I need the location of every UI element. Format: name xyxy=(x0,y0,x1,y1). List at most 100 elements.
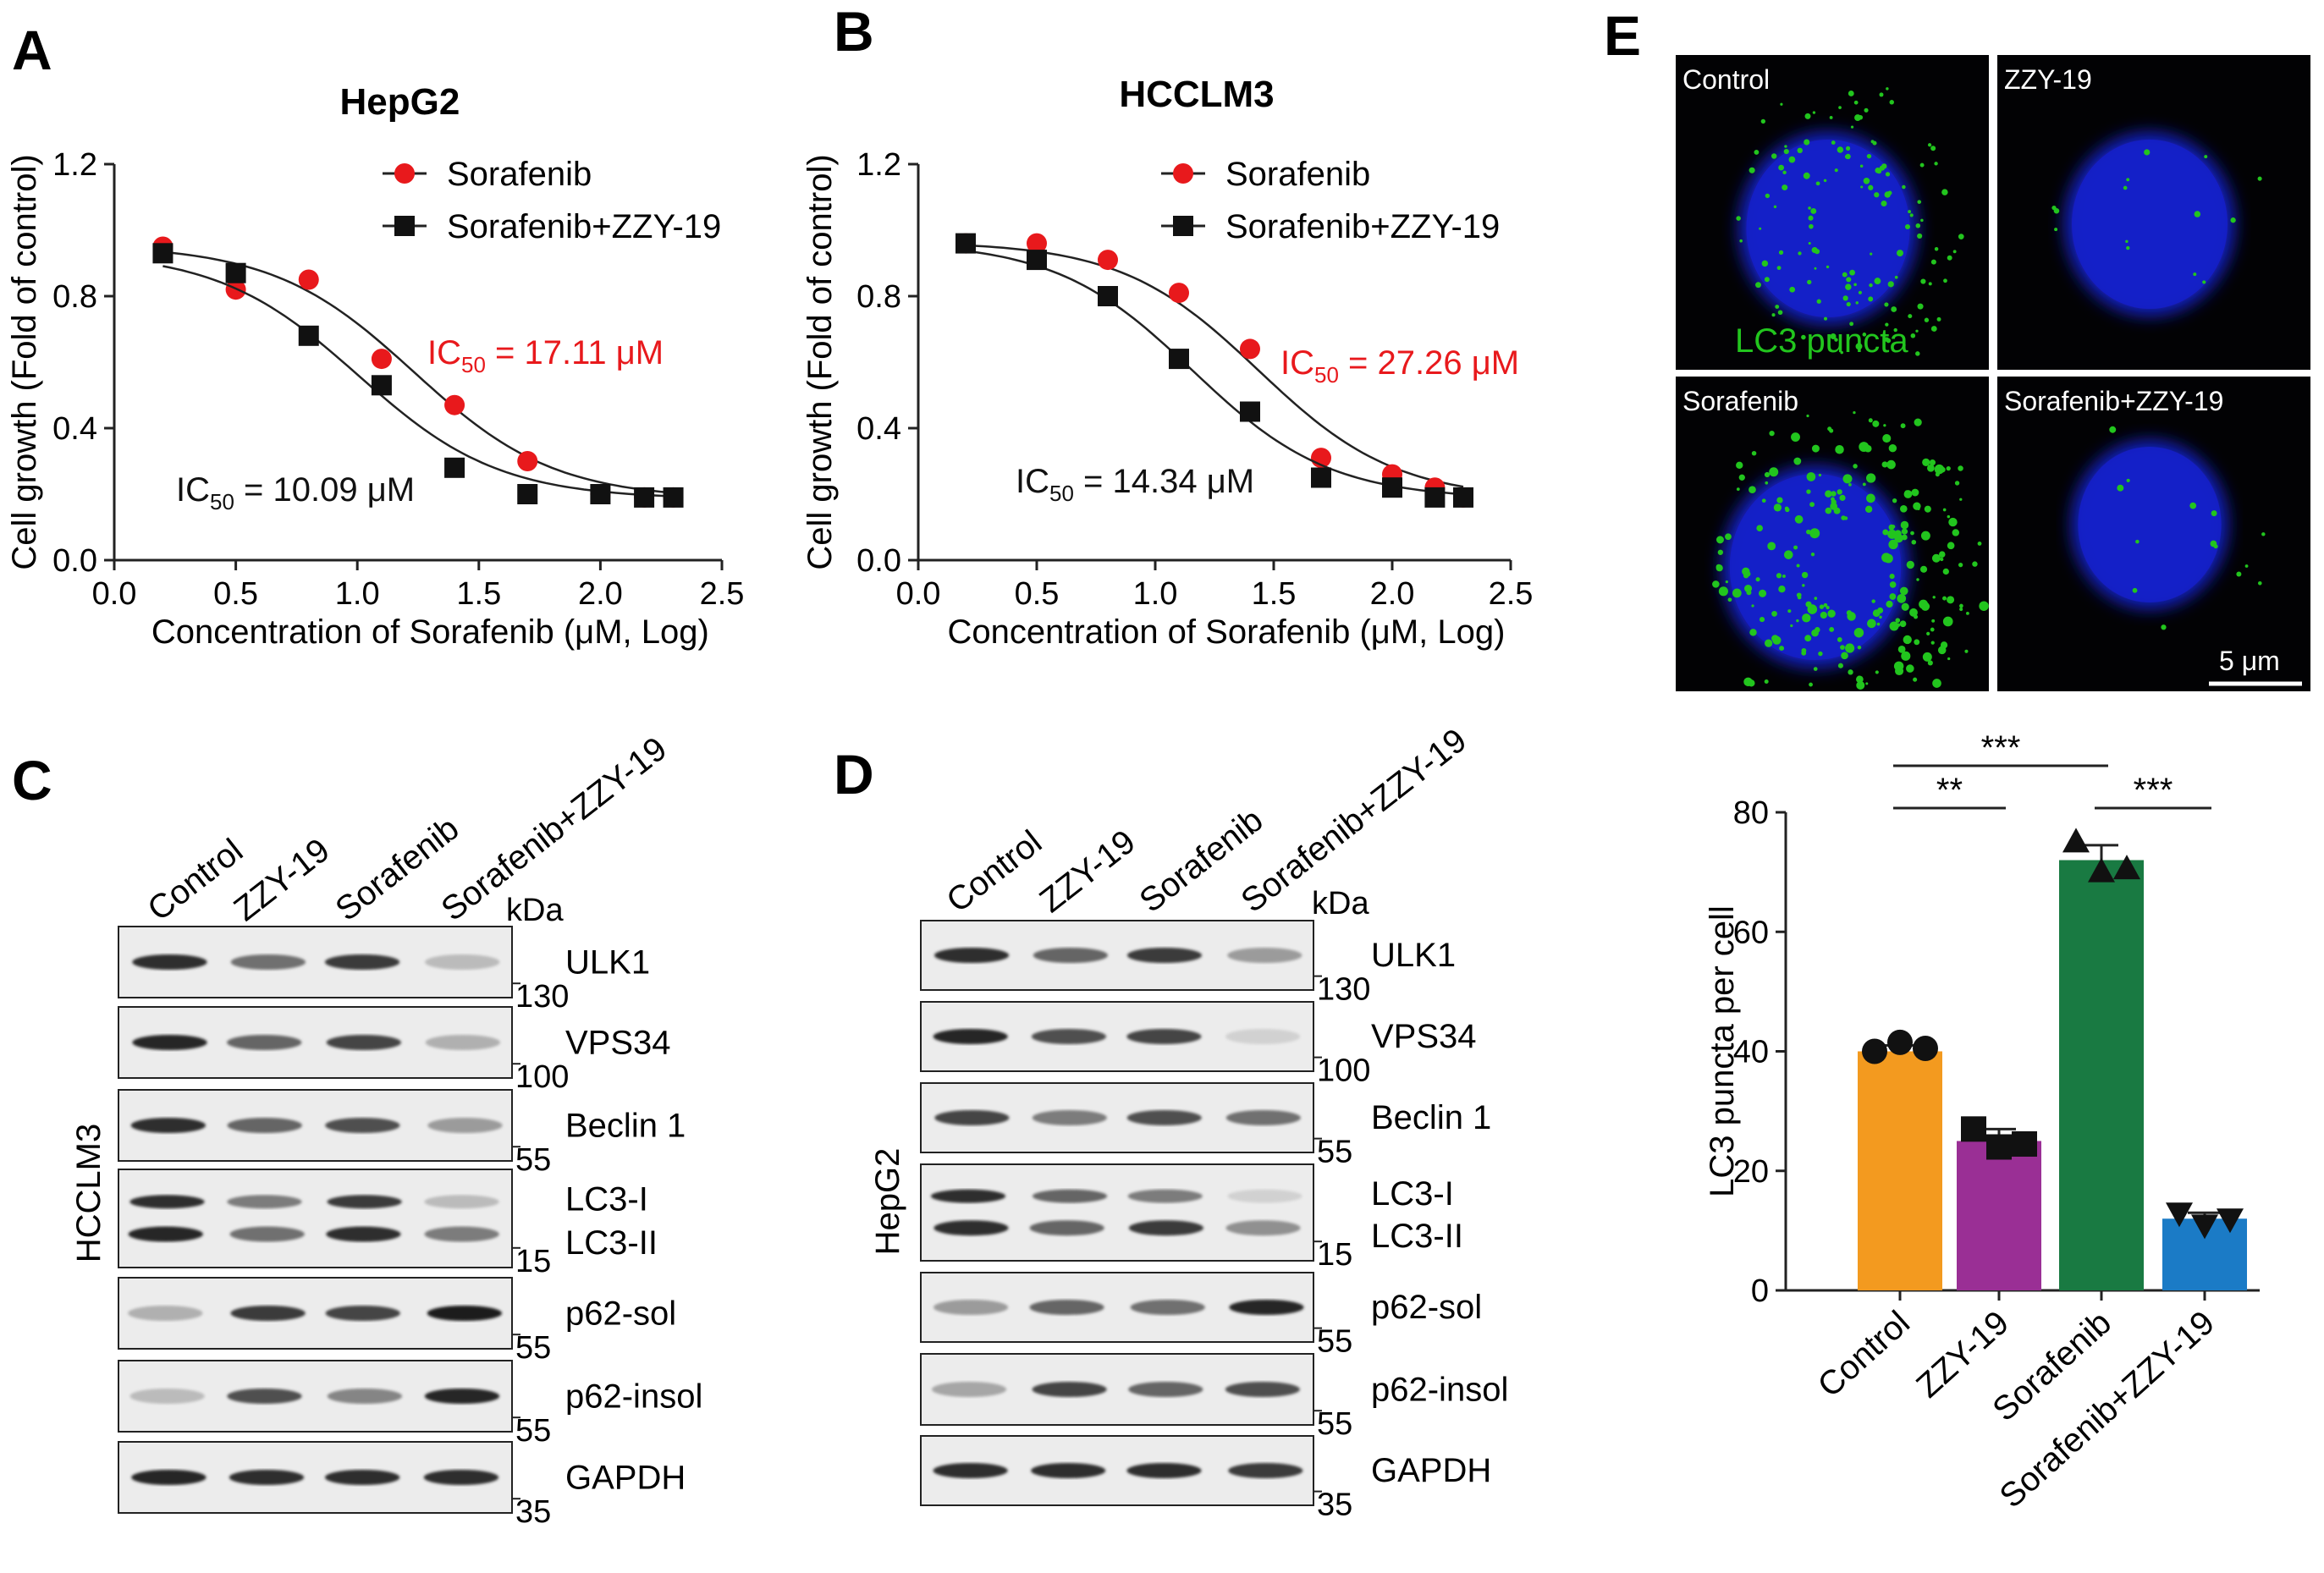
lc3-puncta xyxy=(2194,211,2201,217)
data-point xyxy=(371,349,392,370)
mw-label: 55 xyxy=(1317,1135,1352,1170)
lc3-puncta xyxy=(1891,306,1897,312)
lc3-puncta xyxy=(1885,322,1889,327)
lc3-puncta xyxy=(1837,663,1843,668)
blot-strip: 15 LC3-I LC3-II xyxy=(118,1169,658,1279)
lc3-puncta xyxy=(1903,344,1906,347)
protein-label: ULK1 xyxy=(1371,937,1456,974)
fit-curve xyxy=(965,250,1464,496)
dose-response-chart-hcclm3: HCCLM3 0.0 0.5 1.0 1.5 2.0 2.5 0.0 0.4 0.8 1.2 Conc… xyxy=(801,74,1533,651)
lc3-puncta xyxy=(1838,106,1842,110)
lc3-puncta xyxy=(1942,508,1947,512)
lc3-puncta xyxy=(1942,568,1949,575)
lc3-puncta xyxy=(1930,326,1937,332)
protein-label: GAPDH xyxy=(565,1459,686,1496)
lc3-puncta xyxy=(1820,611,1827,619)
lc3-puncta xyxy=(1796,619,1799,623)
replicate-point xyxy=(1986,1134,2012,1160)
panel-label-b: B xyxy=(834,0,874,63)
lc3-puncta xyxy=(2257,580,2262,586)
data-point xyxy=(634,487,655,508)
protein-label: VPS34 xyxy=(565,1024,671,1061)
blot-strip: 55 p62-insol xyxy=(118,1360,702,1449)
lc3-puncta xyxy=(1754,149,1760,155)
lc3-puncta xyxy=(1845,643,1855,653)
data-point xyxy=(663,487,684,508)
blot-frame xyxy=(118,1169,513,1268)
mw-label: 55 xyxy=(1317,1406,1352,1442)
lc3-puncta xyxy=(1934,246,1939,251)
x-tick-label: 0.5 xyxy=(1015,576,1060,612)
lc3-puncta xyxy=(1930,641,1935,645)
lc3-puncta xyxy=(1840,645,1845,651)
lc3-puncta xyxy=(2189,502,2197,509)
lc3-puncta xyxy=(1919,162,1925,168)
lc3-puncta xyxy=(1972,561,1978,567)
lc3-puncta xyxy=(1727,597,1732,602)
lc3-puncta xyxy=(1856,675,1864,684)
lc3-puncta xyxy=(2132,587,2138,593)
lc3-puncta xyxy=(1934,162,1938,166)
lc3-puncta xyxy=(1783,550,1793,559)
lc3-puncta xyxy=(1853,628,1864,638)
lc3-puncta xyxy=(2204,155,2208,159)
blot-strip: 15 LC3-I LC3-II xyxy=(920,1163,1463,1273)
blot-strip: 55 p62-insol xyxy=(920,1353,1508,1442)
lc3-puncta xyxy=(1868,418,1873,423)
lc3-puncta xyxy=(1782,184,1788,191)
lc3-puncta xyxy=(1865,682,1869,685)
lc3-puncta xyxy=(1893,327,1897,333)
data-point xyxy=(1240,338,1260,360)
data-point xyxy=(517,484,538,504)
lc3-puncta xyxy=(1846,277,1852,283)
lc3-puncta xyxy=(1915,223,1921,228)
lc3-puncta xyxy=(2161,624,2167,630)
lc3-puncta xyxy=(1874,278,1881,285)
lc3-puncta xyxy=(1806,472,1816,481)
lc3-puncta xyxy=(1871,599,1875,603)
ic50-annotation: IC50 = 14.34 μM xyxy=(1016,463,1254,506)
data-point xyxy=(1098,250,1118,271)
lc3-puncta xyxy=(1780,102,1783,106)
lc3-puncta xyxy=(1835,445,1844,454)
protein-band xyxy=(128,1306,203,1321)
lc3-puncta xyxy=(1841,652,1848,660)
lc3-puncta xyxy=(1889,581,1897,588)
protein-band xyxy=(427,1306,503,1321)
lc3-puncta xyxy=(1771,313,1776,317)
lc3-puncta-annotation: LC3 puncta xyxy=(1735,322,1908,360)
lc3-puncta xyxy=(1717,549,1724,555)
kda-label: kDa xyxy=(506,893,564,928)
protein-band xyxy=(1225,1029,1301,1044)
lc3-puncta xyxy=(1804,635,1812,642)
protein-band xyxy=(130,1118,207,1133)
protein-band xyxy=(230,954,306,970)
protein-label: LC3-I xyxy=(565,1181,648,1218)
lc3-puncta xyxy=(1855,343,1863,350)
lc3-puncta xyxy=(1958,465,1963,471)
lc3-puncta xyxy=(1778,164,1784,171)
x-tick-label: 0.5 xyxy=(213,576,258,612)
lc3-puncta xyxy=(1845,153,1851,160)
lc3-puncta xyxy=(1936,316,1941,322)
lc3-puncta xyxy=(1897,646,1906,653)
lc3-puncta xyxy=(1850,125,1854,129)
lc3-puncta xyxy=(1930,146,1936,151)
mw-label: 55 xyxy=(515,1330,551,1366)
y-tick-label: 0.4 xyxy=(52,411,97,447)
lc3-puncta xyxy=(1839,494,1846,501)
panel-label-d: D xyxy=(834,743,874,806)
lc3-puncta xyxy=(1853,283,1857,287)
lc3-puncta xyxy=(1815,181,1820,186)
protein-band xyxy=(227,1035,302,1050)
lc3-puncta xyxy=(1885,172,1891,177)
lc3-puncta xyxy=(1773,205,1777,209)
fit-curve xyxy=(965,244,1464,488)
lc3-puncta xyxy=(1889,621,1899,631)
lc3-puncta xyxy=(1776,497,1783,503)
lc3-puncta xyxy=(1867,619,1876,629)
lc3-puncta xyxy=(1845,283,1852,290)
panel-label-e: E xyxy=(1604,4,1641,67)
lc3-puncta xyxy=(1904,223,1911,230)
